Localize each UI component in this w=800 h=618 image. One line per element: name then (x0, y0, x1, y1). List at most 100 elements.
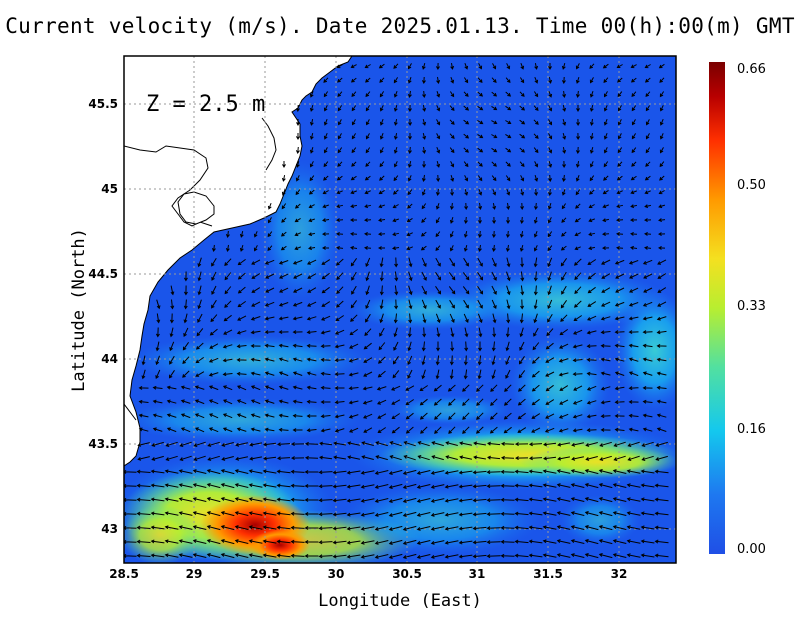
velocity-arrow (365, 299, 371, 309)
velocity-arrow (323, 161, 329, 168)
velocity-arrow (363, 342, 372, 350)
velocity-arrow (407, 203, 413, 209)
velocity-arrow (570, 553, 585, 558)
velocity-arrow (519, 133, 526, 139)
velocity-arrow (336, 231, 344, 236)
velocity-arrow (334, 358, 345, 363)
velocity-arrow (478, 327, 483, 338)
velocity-arrow (458, 484, 473, 489)
velocity-arrow (417, 455, 430, 461)
velocity-arrow (335, 300, 344, 308)
velocity-arrow (318, 498, 333, 503)
velocity-arrow (561, 174, 566, 182)
velocity-arrow (642, 301, 653, 307)
velocity-arrow (360, 512, 375, 517)
velocity-arrow (613, 441, 626, 447)
velocity-arrow (657, 301, 667, 307)
velocity-arrow (545, 371, 555, 377)
velocity-arrow (449, 202, 454, 210)
velocity-arrow (531, 384, 540, 392)
velocity-arrow (436, 105, 441, 112)
velocity-arrow (463, 230, 468, 238)
velocity-arrow (514, 469, 529, 474)
velocity-arrow (562, 146, 567, 154)
velocity-arrow (292, 385, 303, 390)
velocity-arrow (617, 119, 622, 126)
velocity-arrow (276, 511, 291, 516)
velocity-arrow (520, 63, 525, 70)
velocity-arrow (575, 175, 580, 182)
velocity-arrow (506, 313, 511, 324)
velocity-arrow (374, 554, 389, 559)
velocity-arrow (476, 384, 484, 392)
velocity-arrow (421, 299, 427, 310)
velocity-arrow (601, 259, 611, 265)
velocity-arrow (515, 456, 529, 461)
velocity-arrow (346, 484, 361, 489)
velocity-arrow (547, 202, 552, 210)
velocity-arrow (417, 441, 430, 447)
velocity-arrow (659, 105, 664, 112)
velocity-arrow (223, 329, 233, 335)
velocity-arrow (490, 384, 498, 392)
velocity-arrow (334, 400, 345, 405)
velocity-arrow (279, 287, 289, 293)
velocity-arrow (155, 355, 160, 366)
velocity-arrow (220, 483, 235, 489)
velocity-arrow (472, 526, 487, 531)
velocity-arrow (421, 189, 426, 196)
velocity-arrow (462, 426, 470, 434)
velocity-arrow (630, 204, 638, 209)
velocity-arrow (290, 511, 305, 516)
velocity-arrow (290, 469, 305, 474)
velocity-arrow (276, 525, 291, 530)
velocity-arrow (248, 525, 263, 530)
velocity-arrow (588, 218, 595, 223)
velocity-arrow (280, 231, 287, 237)
velocity-arrow (392, 189, 399, 195)
velocity-arrow (644, 77, 651, 83)
velocity-arrow (182, 370, 190, 378)
velocity-arrow (643, 273, 653, 279)
velocity-arrow (183, 285, 188, 296)
velocity-arrow (306, 343, 317, 348)
velocity-arrow (587, 259, 597, 266)
velocity-arrow (394, 271, 399, 282)
velocity-arrow (350, 204, 358, 209)
velocity-arrow (280, 245, 287, 251)
velocity-arrow (629, 273, 639, 279)
velocity-arrow (334, 414, 345, 419)
velocity-arrow (472, 470, 487, 475)
velocity-arrow (323, 77, 329, 83)
velocity-arrow (332, 484, 347, 489)
velocity-arrow (183, 299, 188, 310)
velocity-arrow (598, 469, 613, 475)
velocity-arrow (136, 469, 151, 474)
x-tick-label: 28.5 (109, 567, 139, 581)
velocity-arrow (477, 286, 484, 295)
velocity-arrow (251, 259, 261, 265)
velocity-arrow (151, 441, 164, 447)
velocity-arrow (421, 369, 426, 380)
velocity-arrow (641, 441, 654, 447)
velocity-arrow (520, 188, 525, 196)
velocity-arrow (183, 327, 189, 337)
velocity-arrow (394, 257, 399, 268)
velocity-arrow (505, 133, 512, 139)
velocity-arrow (604, 91, 608, 98)
velocity-arrow (278, 260, 289, 265)
velocity-arrow (628, 371, 639, 377)
velocity-arrow (278, 343, 289, 348)
velocity-arrow (192, 483, 207, 488)
velocity-arrow (463, 313, 469, 323)
velocity-arrow (179, 441, 192, 447)
velocity-arrow (350, 218, 357, 223)
velocity-arrow (334, 344, 345, 349)
velocity-arrow (518, 356, 525, 365)
velocity-arrow (458, 470, 473, 475)
velocity-arrow (589, 146, 594, 154)
velocity-arrow (500, 525, 515, 530)
velocity-arrow (436, 174, 441, 182)
velocity-arrow (477, 355, 482, 366)
velocity-arrow (211, 285, 217, 295)
